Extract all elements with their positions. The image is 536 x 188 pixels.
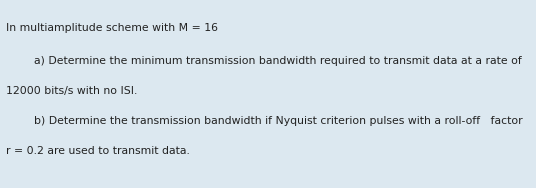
Text: In multiamplitude scheme with M = 16: In multiamplitude scheme with M = 16 <box>6 23 219 33</box>
Text: 12000 bits/s with no ISI.: 12000 bits/s with no ISI. <box>6 86 138 96</box>
Text: r = 0.2 are used to transmit data.: r = 0.2 are used to transmit data. <box>6 146 190 156</box>
Text: b) Determine the transmission bandwidth if Nyquist criterion pulses with a roll-: b) Determine the transmission bandwidth … <box>6 116 523 126</box>
Text: a) Determine the minimum transmission bandwidth required to transmit data at a r: a) Determine the minimum transmission ba… <box>6 56 522 66</box>
